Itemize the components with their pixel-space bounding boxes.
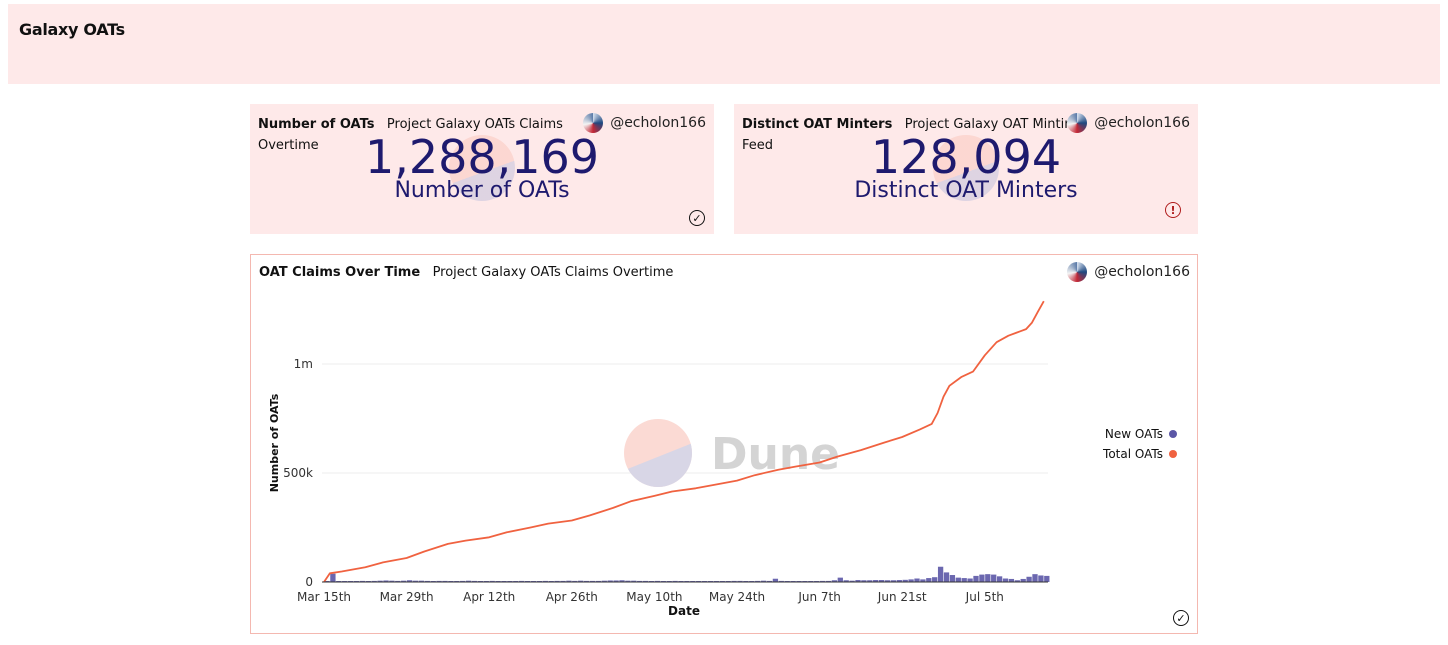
legend-dot-total [1169,450,1177,458]
author-name[interactable]: @echolon166 [1094,264,1190,280]
check-circle-icon[interactable]: ✓ [689,210,705,226]
query-name[interactable]: OAT Claims Over Time [259,265,421,280]
legend-label: New OATs [1104,427,1163,441]
counter-label: Distinct OAT Minters [854,178,1078,203]
watermark-disc [933,135,999,201]
query-name[interactable]: Number of OATs [258,117,375,132]
query-subtitle: Project Galaxy OATs Claims [386,117,563,132]
query-title[interactable]: Number of OATs Project Galaxy OATs Claim… [258,114,563,156]
counter-label: Number of OATs [394,178,570,203]
counter-value: 1,288,169 [364,130,600,184]
author-name[interactable]: @echolon166 [610,115,706,131]
legend-item-new-oats[interactable]: New OATs [1105,427,1177,441]
check-circle-icon[interactable]: ✓ [1173,610,1189,626]
dashboard-header: Galaxy OATs [8,4,1440,84]
avatar [583,113,604,133]
query-title[interactable]: OAT Claims Over Time Project Galaxy OATs… [259,262,673,283]
chart-card-oat-claims[interactable]: OAT Claims Over Time Project Galaxy OATs… [250,254,1198,634]
query-subtitle: Project Galaxy OATs Claims Overtime [432,265,674,280]
query-subtitle: Project Galaxy OAT Minting [904,117,1081,132]
author-link[interactable]: @echolon166 [1067,262,1190,282]
author-link[interactable]: @echolon166 [1067,113,1190,133]
warning-circle-icon[interactable]: ! [1165,202,1181,218]
counter-card-number-of-oats[interactable]: Number of OATs Project Galaxy OATs Claim… [250,104,714,234]
avatar [1067,113,1088,133]
query-subtitle-cont: Feed [742,138,774,153]
dashboard-title: Galaxy OATs [19,20,125,39]
legend-label: Total OATs [1103,447,1163,461]
author-link[interactable]: @echolon166 [583,113,706,133]
author-name[interactable]: @echolon166 [1094,115,1190,131]
legend-item-total-oats[interactable]: Total OATs [1103,447,1177,461]
query-name[interactable]: Distinct OAT Minters [742,117,893,132]
counter-value: 128,094 [870,130,1062,184]
query-subtitle-cont: Overtime [258,138,319,153]
legend-dot-new [1169,430,1177,438]
query-title[interactable]: Distinct OAT Minters Project Galaxy OAT … [742,114,1081,156]
counter-card-distinct-minters[interactable]: Distinct OAT Minters Project Galaxy OAT … [734,104,1198,234]
avatar [1067,262,1088,282]
watermark-disc [449,135,515,201]
